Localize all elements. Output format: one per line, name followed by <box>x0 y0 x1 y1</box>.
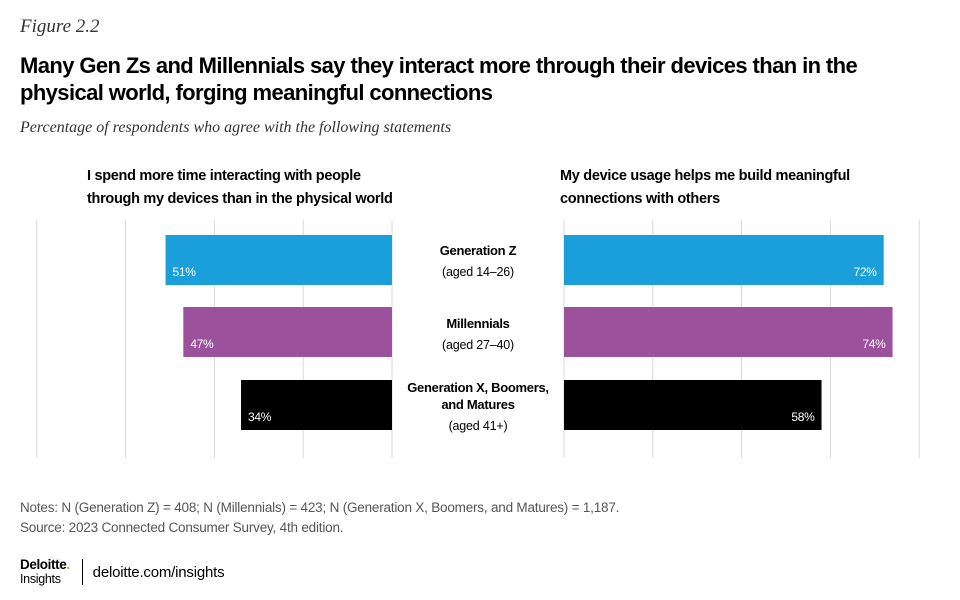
footer-link[interactable]: deloitte.com/insights <box>92 563 225 581</box>
bar-label-left-1: 51% <box>173 265 197 279</box>
deloitte-insights-logo[interactable]: Deloitte. Insights <box>20 557 70 587</box>
category-age-2: (aged 27–40) <box>442 338 514 352</box>
bar-left-3 <box>241 380 392 430</box>
bar-label-right-1: 72% <box>854 265 878 279</box>
bar-label-right-3: 58% <box>791 410 815 424</box>
footer-divider <box>81 559 83 585</box>
chart-title: Many Gen Zs and Millennials say they int… <box>20 53 858 105</box>
right-panel-title: My device usage helps me build meaningfu… <box>560 168 850 207</box>
logo-green-dot: . <box>66 557 70 572</box>
bar-left-1 <box>165 235 392 285</box>
source-text: Source: 2023 Connected Consumer Survey, … <box>20 520 344 535</box>
bar-left-2 <box>183 307 392 357</box>
chart-subtitle: Percentage of respondents who agree with… <box>20 119 452 136</box>
category-name-3: and Matures <box>441 397 514 412</box>
category-name-3: Generation X, Boomers, <box>407 380 549 395</box>
bar-label-right-2: 74% <box>862 337 886 351</box>
bar-label-left-3: 34% <box>248 410 272 424</box>
bar-right-1 <box>564 235 884 285</box>
footer: Deloitte. Insights deloitte.com/insights <box>20 557 225 587</box>
bar-right-3 <box>564 380 822 430</box>
bar-label-left-2: 47% <box>190 337 214 351</box>
category-age-1: (aged 14–26) <box>442 265 514 279</box>
bar-right-2 <box>564 307 893 357</box>
logo-subtitle: Insights <box>20 572 61 586</box>
category-name-1: Generation Z <box>440 243 517 258</box>
left-panel-title: I spend more time interacting with peopl… <box>87 168 393 207</box>
notes-text: Notes: N (Generation Z) = 408; N (Millen… <box>20 500 620 515</box>
notes-block: Notes: N (Generation Z) = 408; N (Millen… <box>20 498 619 538</box>
category-age-3: (aged 41+) <box>449 419 508 433</box>
category-name-2: Millennials <box>446 316 509 331</box>
figure-label: Figure 2.2 <box>20 16 100 37</box>
logo-wordmark: Deloitte. <box>20 557 70 572</box>
